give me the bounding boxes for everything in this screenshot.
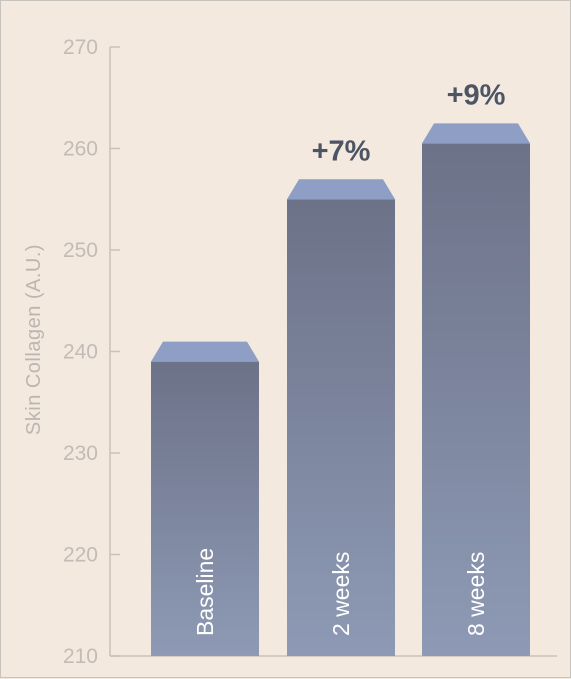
category-label: 2 weeks [328, 552, 354, 636]
bar-top-cap [287, 179, 395, 200]
y-axis-title: Skin Collagen (A.U.) [23, 244, 45, 435]
y-tick-label: 270 [63, 36, 98, 59]
category-label: 8 weeks [463, 552, 489, 636]
bar [422, 143, 530, 657]
y-tick-label: 220 [63, 544, 98, 567]
y-tick-label: 260 [63, 138, 98, 161]
bar-annotation: +7% [312, 135, 371, 167]
bar [151, 361, 259, 656]
labels: Baseline 2 weeks +7% 8 weeks +9% [192, 79, 506, 636]
bar-top-cap [151, 341, 259, 362]
bars [151, 123, 530, 657]
category-label: Baseline [192, 548, 218, 636]
bar-top-cap [422, 123, 530, 144]
bar-annotation: +9% [447, 79, 506, 111]
y-tick-label: 250 [63, 239, 98, 262]
axes: 210 220 230 240 250 260 270 Skin Collagen (A.U.… [23, 36, 557, 668]
y-tick-label: 210 [63, 645, 98, 668]
y-tick-label: 240 [63, 341, 98, 364]
y-tick-label: 230 [63, 442, 98, 465]
bar [287, 199, 395, 656]
